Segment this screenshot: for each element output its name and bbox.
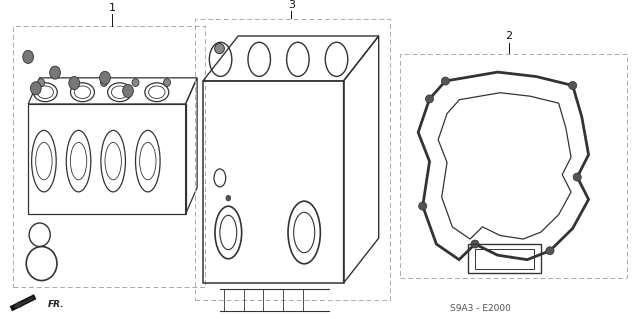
Text: S9A3 - E2000: S9A3 - E2000: [449, 304, 511, 313]
Ellipse shape: [38, 78, 45, 86]
Ellipse shape: [69, 78, 76, 86]
Ellipse shape: [164, 78, 170, 86]
Ellipse shape: [419, 202, 427, 210]
Ellipse shape: [426, 95, 434, 103]
Text: 1: 1: [109, 3, 115, 13]
Ellipse shape: [226, 195, 230, 201]
Ellipse shape: [50, 66, 60, 79]
Ellipse shape: [471, 240, 479, 248]
Ellipse shape: [442, 77, 449, 85]
Ellipse shape: [573, 173, 581, 181]
Ellipse shape: [132, 78, 139, 86]
Ellipse shape: [123, 85, 133, 98]
Ellipse shape: [69, 77, 79, 90]
Ellipse shape: [568, 81, 577, 90]
Text: FR.: FR.: [48, 300, 65, 309]
Text: 2: 2: [505, 32, 513, 41]
Text: 3: 3: [288, 0, 294, 10]
Ellipse shape: [546, 247, 554, 255]
Ellipse shape: [100, 78, 108, 86]
Ellipse shape: [31, 82, 41, 95]
Ellipse shape: [100, 71, 110, 84]
Ellipse shape: [23, 50, 33, 63]
Ellipse shape: [214, 43, 225, 54]
